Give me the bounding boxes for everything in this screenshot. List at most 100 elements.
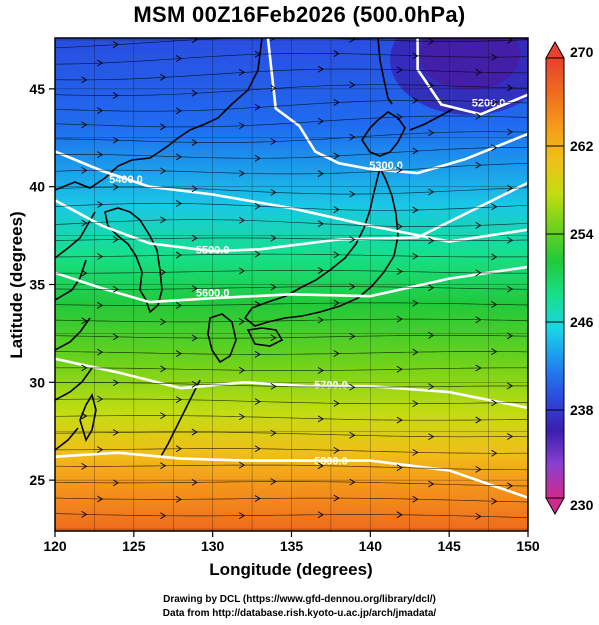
streamline-arrowhead (112, 92, 119, 99)
streamline (55, 318, 528, 323)
y-axis-title: Latitude (degrees) (7, 211, 26, 358)
streamline-arrowhead (97, 348, 104, 356)
streamline (55, 334, 528, 339)
streamline (55, 163, 528, 175)
streamline-arrowhead (349, 133, 356, 141)
contour-line-5700 (55, 357, 528, 410)
streamline-arrowhead (254, 103, 261, 111)
streamline (55, 431, 528, 438)
x-tick-label: 150 (516, 538, 540, 554)
streamline-arrowhead (396, 511, 403, 519)
streamline-arrowhead (254, 50, 261, 58)
contour-label-5500: 5500.0 (196, 244, 230, 256)
contour-label-5300: 5300.0 (369, 160, 403, 172)
streamline-arrowhead (475, 221, 482, 229)
chart-title: MSM 00Z16Feb2026 (500.0hPa) (133, 2, 466, 27)
streamline-arrowhead (175, 107, 183, 115)
streamline-arrowhead (191, 478, 198, 486)
streamline (55, 186, 528, 195)
streamline-arrowhead (81, 166, 88, 174)
streamline-arrowhead (317, 415, 324, 423)
streamline-arrowhead (81, 269, 88, 277)
streamline-arrowhead (270, 334, 277, 342)
streamline-arrowhead (191, 285, 198, 292)
height-contours: 5200.0 5300.0 5400.0 5500.0 5600.0 5700.0 5800… (55, 38, 528, 499)
streamline-arrowhead (97, 107, 104, 115)
streamline (55, 147, 528, 159)
contour-label-5700: 5700.0 (314, 379, 348, 391)
streamline (55, 84, 528, 96)
x-axis-title: Longitude (degrees) (209, 560, 372, 579)
streamline-arrowhead (475, 68, 482, 76)
streamline-arrowhead (428, 433, 435, 441)
streamline-arrows (55, 38, 528, 520)
x-tick-label: 130 (201, 538, 225, 554)
streamline-arrowhead (254, 154, 261, 162)
streamline-arrowhead (317, 220, 324, 228)
streamline-arrowhead (317, 316, 324, 324)
colorbar-tick-label: 238 (570, 402, 594, 418)
contour-label-5400: 5400.0 (109, 174, 143, 186)
streamline-arrowhead (270, 38, 277, 42)
streamline-arrowhead (349, 38, 356, 43)
streamline-arrowhead (317, 65, 324, 73)
streamline (55, 481, 528, 487)
streamline-arrowhead (254, 250, 261, 258)
streamline (55, 286, 528, 290)
x-tick-label: 120 (43, 538, 67, 554)
streamline (55, 464, 528, 471)
streamline-arrowhead (238, 68, 246, 76)
streamline-arrowhead (238, 216, 246, 224)
colorbar: 270 262 254 246 238 230 (545, 40, 594, 516)
coastline-sakhalin (377, 38, 393, 105)
contour-line-5300 (266, 38, 528, 175)
contour-label-5200: 5200.0 (472, 98, 506, 110)
streamline-arrowhead (81, 219, 88, 227)
coastline-kyushu (207, 313, 237, 364)
streamline-arrowhead (349, 190, 356, 198)
streamline-arrowhead (349, 236, 356, 243)
streamline-arrowhead (175, 495, 183, 503)
colorbar-tick-label: 230 (570, 497, 594, 513)
streamline-arrowhead (160, 412, 167, 419)
streamline-arrowhead (254, 495, 261, 502)
y-axis: 25 30 35 40 45 (29, 81, 55, 488)
streamline-arrowhead (507, 332, 514, 340)
streamline-arrowhead (97, 301, 104, 309)
streamline-arrowhead (97, 201, 104, 208)
streamline-arrowhead (491, 203, 498, 211)
streamline-arrowhead (160, 462, 167, 470)
streamline-arrowhead (191, 185, 198, 193)
streamline-arrowhead (333, 446, 340, 454)
streamline-arrowhead (491, 144, 498, 152)
streamline-arrowhead (412, 400, 419, 408)
y-tick-label: 40 (29, 179, 45, 195)
streamline-arrowhead (475, 269, 482, 277)
contour-label-5800: 5800.0 (314, 456, 348, 468)
streamline-arrowhead (412, 299, 419, 307)
streamline-arrowhead (112, 136, 119, 144)
streamline-arrowhead (238, 169, 246, 177)
streamline-arrowhead (191, 380, 198, 388)
streamline-arrowhead (160, 123, 167, 131)
streamline (55, 270, 528, 274)
streamline-arrowhead (175, 153, 183, 161)
streamline-arrowhead (97, 151, 104, 159)
streamline-arrowhead (112, 286, 119, 293)
colorbar-bottom-arrow (545, 497, 565, 516)
streamline-arrowhead (238, 267, 246, 275)
streamline-arrowhead (412, 206, 419, 214)
streamline-arrowhead (428, 237, 435, 245)
coastline-china (55, 211, 96, 451)
streamline-arrowhead (317, 462, 324, 470)
streamline-arrowhead (507, 482, 514, 490)
streamline-arrowhead (475, 161, 482, 169)
streamline-arrowhead (97, 59, 104, 67)
streamline-arrowhead (160, 268, 167, 276)
coastline-korea (104, 207, 163, 314)
streamline-arrowhead (175, 302, 183, 309)
streamline-arrowhead (254, 202, 261, 210)
colorbar-tick-label: 270 (570, 44, 594, 60)
streamline-arrowhead (254, 350, 261, 358)
y-tick-label: 35 (29, 277, 45, 293)
